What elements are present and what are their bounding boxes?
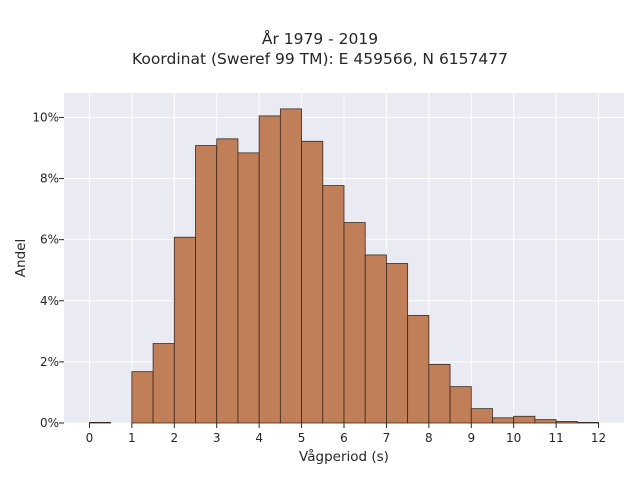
chart-title: År 1979 - 2019 [261, 30, 379, 48]
histogram-bar [216, 138, 239, 424]
histogram-bar [258, 115, 281, 424]
x-tick-label: 2 [170, 431, 178, 445]
histogram-bar [470, 408, 493, 424]
x-axis-ticks: 0 1 2 3 4 5 6 7 8 9 10 11 12 [86, 423, 606, 445]
histogram-bar [237, 152, 260, 424]
histogram-bar [534, 419, 557, 424]
histogram-bars [89, 108, 599, 424]
y-tick-label: 8% [40, 172, 59, 186]
x-tick-label: 0 [86, 431, 94, 445]
y-axis-ticks: 0% 2% 4% 6% 8% 10% [32, 110, 64, 430]
histogram-bar [428, 363, 451, 424]
histogram-bar [364, 254, 387, 424]
histogram-bar [279, 108, 302, 424]
x-tick-label: 5 [298, 431, 306, 445]
x-tick-label: 9 [467, 431, 475, 445]
histogram-bar [513, 415, 536, 424]
histogram-bar [195, 145, 218, 424]
histogram-bar [492, 417, 515, 424]
y-tick-label: 10% [32, 110, 59, 124]
histogram-bar [152, 343, 175, 424]
y-axis-label: Andel [13, 239, 29, 277]
x-tick-label: 3 [213, 431, 221, 445]
x-tick-label: 12 [591, 431, 606, 445]
x-tick-label: 1 [128, 431, 136, 445]
histogram-bar [449, 386, 472, 424]
histogram-bar [407, 315, 430, 424]
x-tick-label: 8 [425, 431, 433, 445]
histogram-bar [386, 263, 409, 424]
x-tick-label: 4 [255, 431, 263, 445]
histogram-bar [173, 236, 196, 424]
x-axis-label: Vågperiod (s) [299, 448, 389, 465]
histogram-bar [301, 140, 324, 424]
x-tick-label: 7 [383, 431, 391, 445]
histogram-bar [131, 371, 154, 424]
x-tick-label: 10 [506, 431, 521, 445]
y-tick-label: 6% [40, 233, 59, 247]
y-tick-label: 0% [40, 416, 59, 430]
x-tick-label: 6 [340, 431, 348, 445]
chart-subtitle: Koordinat (Sweref 99 TM): E 459566, N 61… [132, 50, 508, 68]
histogram-bar [89, 421, 112, 424]
histogram-bar [576, 421, 599, 424]
y-tick-label: 4% [40, 294, 59, 308]
histogram-bar [322, 185, 345, 424]
x-tick-label: 11 [548, 431, 563, 445]
histogram-bar [555, 421, 578, 424]
histogram-bar [343, 222, 366, 424]
y-tick-label: 2% [40, 355, 59, 369]
